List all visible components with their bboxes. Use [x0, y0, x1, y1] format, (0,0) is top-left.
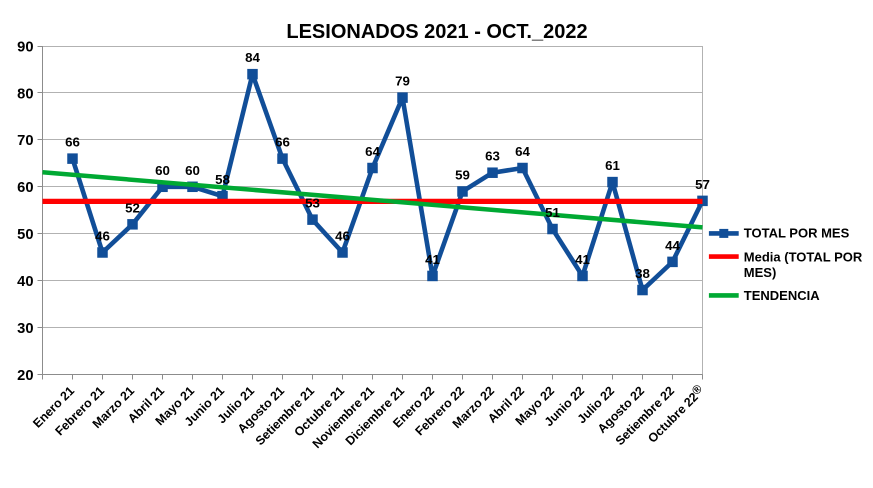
- svg-text:LESIONADOS 2021 - OCT._2022: LESIONADOS 2021 - OCT._2022: [286, 21, 587, 43]
- svg-text:50: 50: [17, 227, 33, 243]
- svg-text:Media (TOTAL POR: Media (TOTAL POR: [744, 250, 863, 265]
- svg-text:TENDENCIA: TENDENCIA: [744, 288, 820, 303]
- svg-text:38: 38: [635, 266, 650, 281]
- svg-text:57: 57: [695, 177, 710, 192]
- svg-text:90: 90: [17, 39, 33, 55]
- svg-text:46: 46: [95, 228, 110, 243]
- svg-text:TOTAL POR MES: TOTAL POR MES: [744, 225, 850, 240]
- svg-text:58: 58: [215, 172, 230, 187]
- svg-text:46: 46: [335, 228, 350, 243]
- svg-text:60: 60: [17, 180, 33, 196]
- svg-text:20: 20: [17, 368, 33, 384]
- svg-text:44: 44: [665, 238, 680, 253]
- svg-text:84: 84: [245, 50, 260, 65]
- svg-text:60: 60: [155, 163, 170, 178]
- svg-text:53: 53: [305, 196, 320, 211]
- svg-text:79: 79: [395, 74, 410, 89]
- svg-text:70: 70: [17, 133, 33, 149]
- svg-text:61: 61: [605, 158, 620, 173]
- svg-text:52: 52: [125, 200, 140, 215]
- svg-text:51: 51: [545, 205, 560, 220]
- svg-text:64: 64: [365, 144, 380, 159]
- svg-text:MES): MES): [744, 265, 777, 280]
- svg-text:66: 66: [275, 135, 290, 150]
- svg-text:60: 60: [185, 163, 200, 178]
- svg-text:40: 40: [17, 274, 33, 290]
- svg-text:41: 41: [575, 252, 590, 267]
- svg-text:59: 59: [455, 167, 470, 182]
- svg-text:64: 64: [515, 144, 530, 159]
- svg-text:41: 41: [425, 252, 440, 267]
- svg-text:63: 63: [485, 149, 500, 164]
- svg-text:66: 66: [65, 135, 80, 150]
- svg-text:30: 30: [17, 321, 33, 337]
- svg-text:80: 80: [17, 86, 33, 102]
